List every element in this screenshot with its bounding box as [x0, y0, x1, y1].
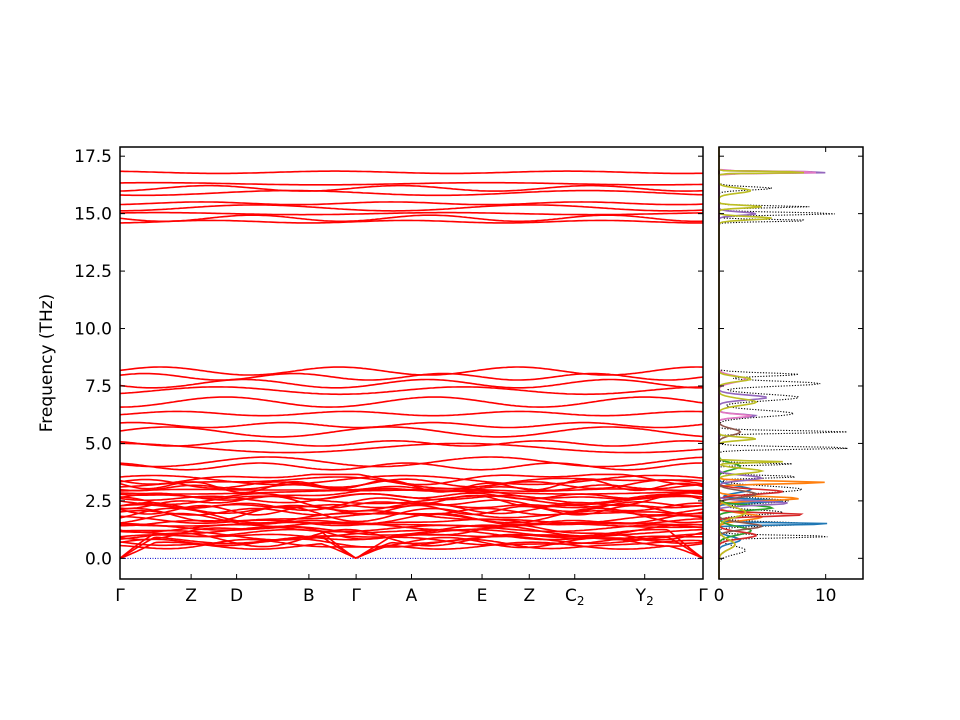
- optical-band-low-6: [119, 528, 704, 541]
- optical-band-low-34: [119, 473, 704, 486]
- optical-band-low-13: [119, 512, 704, 526]
- band-structure-panel: Γ Z D B Γ A E Z C2 Y2 Γ0.02.55.07.510.012.515.017.…: [74, 146, 708, 608]
- optical-band-low-25: [119, 492, 704, 500]
- optical-band-mid-12: [119, 366, 703, 376]
- y-tick-label-5: 12.5: [74, 262, 112, 282]
- optical-band-high-6: [120, 189, 704, 197]
- k-point-label-1: Z: [185, 586, 197, 606]
- optical-band-low-4: [119, 528, 704, 548]
- optical-band-low-31: [119, 478, 704, 490]
- k-point-label-2: D: [230, 586, 243, 606]
- optical-band-low-32: [119, 476, 704, 490]
- optical-band-mid-8: [120, 396, 704, 408]
- k-point-label-0: Γ: [115, 586, 125, 606]
- dos-lines: [718, 147, 848, 579]
- band-lines: [119, 170, 704, 560]
- optical-band-low-33: [119, 474, 704, 486]
- dos-panel: 0 10: [714, 146, 864, 606]
- optical-band-mid-4: [119, 439, 704, 447]
- k-point-label-8: C2: [565, 586, 585, 608]
- optical-band-low-28: [119, 488, 703, 493]
- optical-band-low-16: [119, 505, 704, 523]
- optical-band-high-4: [120, 204, 704, 212]
- y-tick-label-7: 17.5: [74, 147, 112, 167]
- optical-band-mid-10: [119, 378, 703, 389]
- y-tick-label-6: 15.0: [74, 205, 112, 225]
- k-point-label-4: Γ: [351, 586, 361, 606]
- y-tick-label-4: 10.0: [74, 320, 112, 340]
- k-point-label-sub-8: 2: [577, 594, 585, 608]
- optical-band-low-8: [119, 523, 704, 537]
- optical-band-high-8: [120, 181, 703, 186]
- optical-band-high-7: [120, 184, 704, 192]
- optical-band-mid-2: [119, 456, 704, 468]
- optical-band-low-3: [119, 535, 703, 547]
- y-axis-label: Frequency (THz): [37, 294, 57, 433]
- k-point-label-6: E: [477, 586, 488, 606]
- k-point-label-5: A: [406, 586, 418, 606]
- dos-x-tick-label-1: 10: [815, 586, 837, 606]
- optical-band-high-3: [119, 211, 703, 216]
- band-ticks: Γ Z D B Γ A E Z C2 Y2 Γ0.02.55.07.510.012.515.017.…: [74, 147, 708, 608]
- y-tick-label-1: 2.5: [85, 492, 112, 512]
- optical-band-low-1: [119, 538, 704, 550]
- optical-band-low-7: [119, 523, 704, 541]
- optical-band-high-1: [120, 219, 703, 224]
- optical-band-mid-3: [119, 442, 704, 454]
- k-point-label-3: B: [303, 586, 315, 606]
- optical-band-mid-6: [119, 421, 704, 429]
- dos-plot-frame: [718, 146, 864, 580]
- k-point-label-10: Γ: [698, 586, 708, 606]
- optical-band-high-9: [120, 170, 703, 175]
- optical-band-mid-9: [119, 386, 704, 396]
- optical-band-mid-5: [119, 426, 704, 438]
- dos-series-5: [718, 147, 826, 579]
- optical-band-low-27: [119, 489, 704, 495]
- band-plot-frame: [119, 146, 704, 580]
- optical-band-low-22: [119, 494, 704, 510]
- optical-band-mid-11: [119, 372, 704, 381]
- y-tick-label-0: 0.0: [85, 549, 112, 569]
- optical-band-high-5: [120, 201, 704, 206]
- k-point-label-9: Y2: [635, 586, 654, 608]
- optical-band-mid-1: [119, 462, 704, 471]
- dos-x-tick-label-0: 0: [714, 586, 725, 606]
- k-point-label-sub-9: 2: [646, 594, 654, 608]
- y-tick-label-2: 5.0: [85, 434, 112, 454]
- optical-band-mid-7: [119, 410, 704, 417]
- y-tick-label-3: 7.5: [85, 377, 112, 397]
- k-point-label-7: Z: [523, 586, 535, 606]
- optical-band-low-10: [120, 521, 703, 531]
